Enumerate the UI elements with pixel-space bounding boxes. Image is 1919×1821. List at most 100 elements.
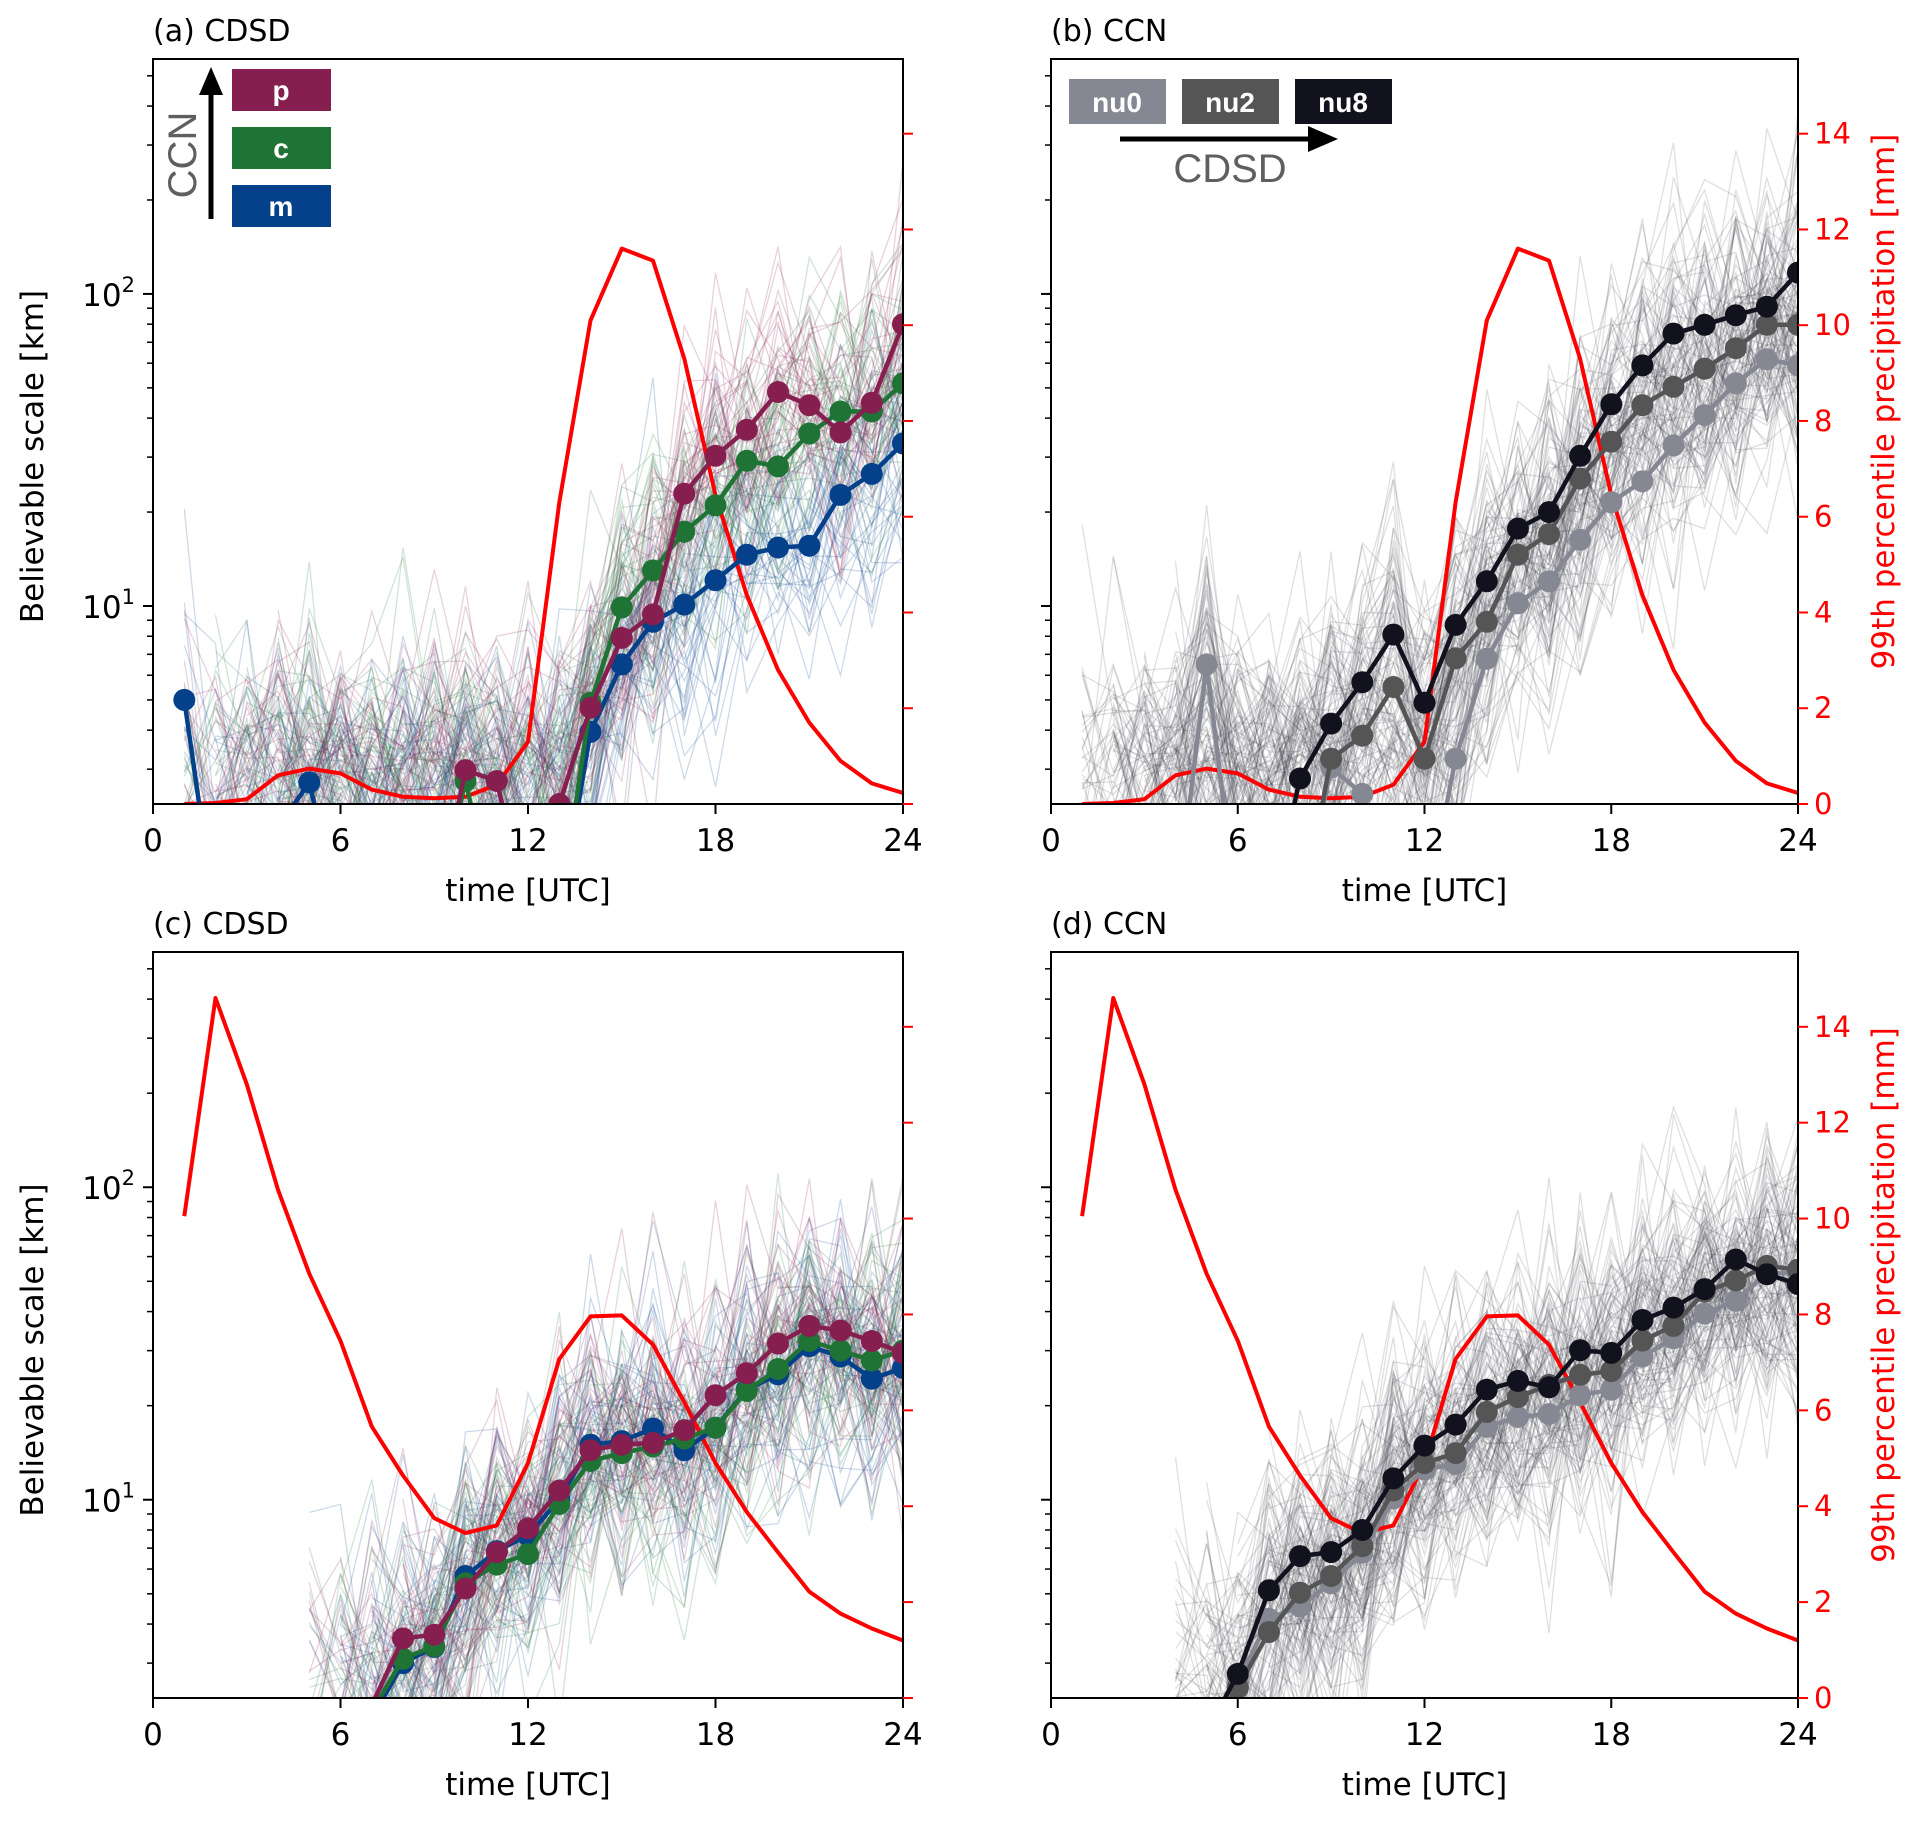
data-point-nu0: [1600, 1378, 1623, 1401]
ensemble-member-line: [402, 1272, 903, 1676]
ensemble-member-line: [214, 312, 903, 804]
plot-area: [173, 160, 903, 804]
ensemble-member-line: [1237, 1285, 1798, 1698]
y2-tick-label: 12: [1814, 212, 1851, 246]
ensemble-member-line: [1175, 1280, 1798, 1697]
data-point-m: [829, 483, 852, 506]
y-tick-label: 101: [82, 1479, 135, 1520]
precip-line: [1082, 246, 1798, 804]
ensemble-member-line: [1113, 288, 1798, 804]
ensemble-member-line: [1093, 339, 1798, 804]
data-point-nu8: [1631, 354, 1654, 377]
data-point-p: [860, 1330, 883, 1352]
data-point-p: [548, 793, 571, 804]
ensemble-member-line: [1113, 330, 1798, 804]
data-point-p: [892, 313, 903, 336]
ensemble-member-line: [1174, 310, 1798, 802]
data-point-nu0: [1538, 570, 1560, 593]
ensemble-member-line: [1174, 1182, 1798, 1679]
legend: pcm CCN: [161, 67, 331, 227]
ensemble-member-line: [1112, 223, 1798, 804]
legend-label-m: m: [269, 191, 294, 222]
ensemble-member-line: [1143, 331, 1798, 804]
ensemble-member-line: [218, 255, 903, 804]
data-point-c: [673, 520, 696, 543]
data-point-nu2: [1320, 747, 1343, 770]
ensemble-member-line: [1268, 1107, 1798, 1590]
x-axis-label: time [UTC]: [1342, 873, 1508, 909]
data-point-nu2: [1631, 394, 1654, 417]
ensemble-member-line: [1147, 254, 1798, 804]
data-point-c: [610, 596, 633, 619]
ensemble-member-line: [1174, 259, 1798, 804]
ensemble-member-line: [1208, 1167, 1798, 1698]
x-tick-label: 12: [1405, 1717, 1444, 1753]
legend-label-nu0: nu0: [1092, 87, 1142, 118]
y2-tick-label: 4: [1814, 1489, 1832, 1523]
ensemble-member-line: [277, 296, 903, 804]
data-point-p: [548, 1479, 571, 1502]
ensemble-member-line: [277, 292, 903, 804]
ensemble-member-line: [187, 461, 903, 804]
ensemble-member-line: [280, 343, 903, 804]
ensemble-member-line: [1222, 1140, 1798, 1698]
data-point-nu2: [1444, 647, 1467, 670]
ensemble-member-line: [339, 1217, 903, 1698]
ensemble-member-line: [1176, 1235, 1798, 1698]
ensemble-member-line: [307, 324, 903, 804]
data-point-p: [892, 1341, 903, 1364]
ensemble-member-line: [383, 1215, 903, 1698]
ensemble-member-line: [371, 1272, 903, 1618]
data-point-nu8: [1693, 313, 1716, 336]
ensemble-member-line: [1225, 229, 1798, 804]
data-point-nu8: [1413, 1434, 1436, 1457]
data-point-c: [704, 1416, 727, 1439]
series-line-p: [456, 323, 903, 804]
ensemble-member-line: [246, 299, 903, 804]
ensemble-member-line: [1206, 1144, 1798, 1698]
x-tick-label: 6: [1228, 823, 1248, 859]
ensemble-member-line: [246, 380, 903, 804]
plot-area: [1081, 110, 1798, 804]
data-point-c: [735, 1379, 758, 1402]
data-point-p: [704, 1384, 727, 1407]
x-axis-label: time [UTC]: [445, 873, 611, 909]
data-point-nu2: [1257, 1621, 1280, 1644]
data-point-nu2: [1320, 1565, 1343, 1587]
series-p: [454, 313, 903, 804]
ensemble-member-line: [1082, 391, 1798, 804]
ensemble-member-line: [390, 1217, 903, 1698]
data-point-nu2: [1382, 676, 1405, 698]
y2-tick-label: 10: [1814, 1202, 1851, 1236]
ensemble-member-line: [435, 1242, 903, 1698]
ensemble-member-line: [311, 1254, 903, 1698]
ensemble-member-line: [1174, 1210, 1798, 1698]
ensemble-member-line: [1237, 1300, 1798, 1642]
data-point-nu2: [1444, 1442, 1467, 1465]
ensemble-member-line: [277, 246, 903, 804]
ensemble-member-line: [1143, 271, 1798, 792]
ensemble-member-line: [246, 250, 903, 804]
ensemble-member-line: [1211, 231, 1798, 804]
data-point-nu2: [1631, 1329, 1654, 1352]
ensemble-member-line: [183, 476, 903, 804]
data-point-nu8: [1320, 712, 1343, 735]
legend-label-p: p: [272, 75, 289, 106]
data-point-nu8: [1600, 1341, 1623, 1364]
data-point-nu2: [1506, 1386, 1529, 1409]
ensemble-member-line: [214, 309, 903, 804]
ensemble-member-line: [1174, 251, 1798, 804]
y-axis-label: Believable scale [km]: [15, 290, 51, 623]
legend-swatch-nu8: [1295, 79, 1392, 124]
data-point-c: [798, 422, 821, 445]
x-tick-label: 0: [143, 1717, 163, 1753]
x-tick-label: 6: [1228, 1717, 1248, 1753]
ensemble-member-line: [246, 384, 903, 804]
data-point-m: [860, 462, 883, 485]
ensemble-member-line: [1143, 204, 1798, 804]
ensemble-member-line: [1174, 356, 1798, 804]
data-point-m: [704, 569, 727, 592]
precip-line: [182, 996, 903, 1643]
ensemble-member-line: [1268, 1227, 1798, 1668]
